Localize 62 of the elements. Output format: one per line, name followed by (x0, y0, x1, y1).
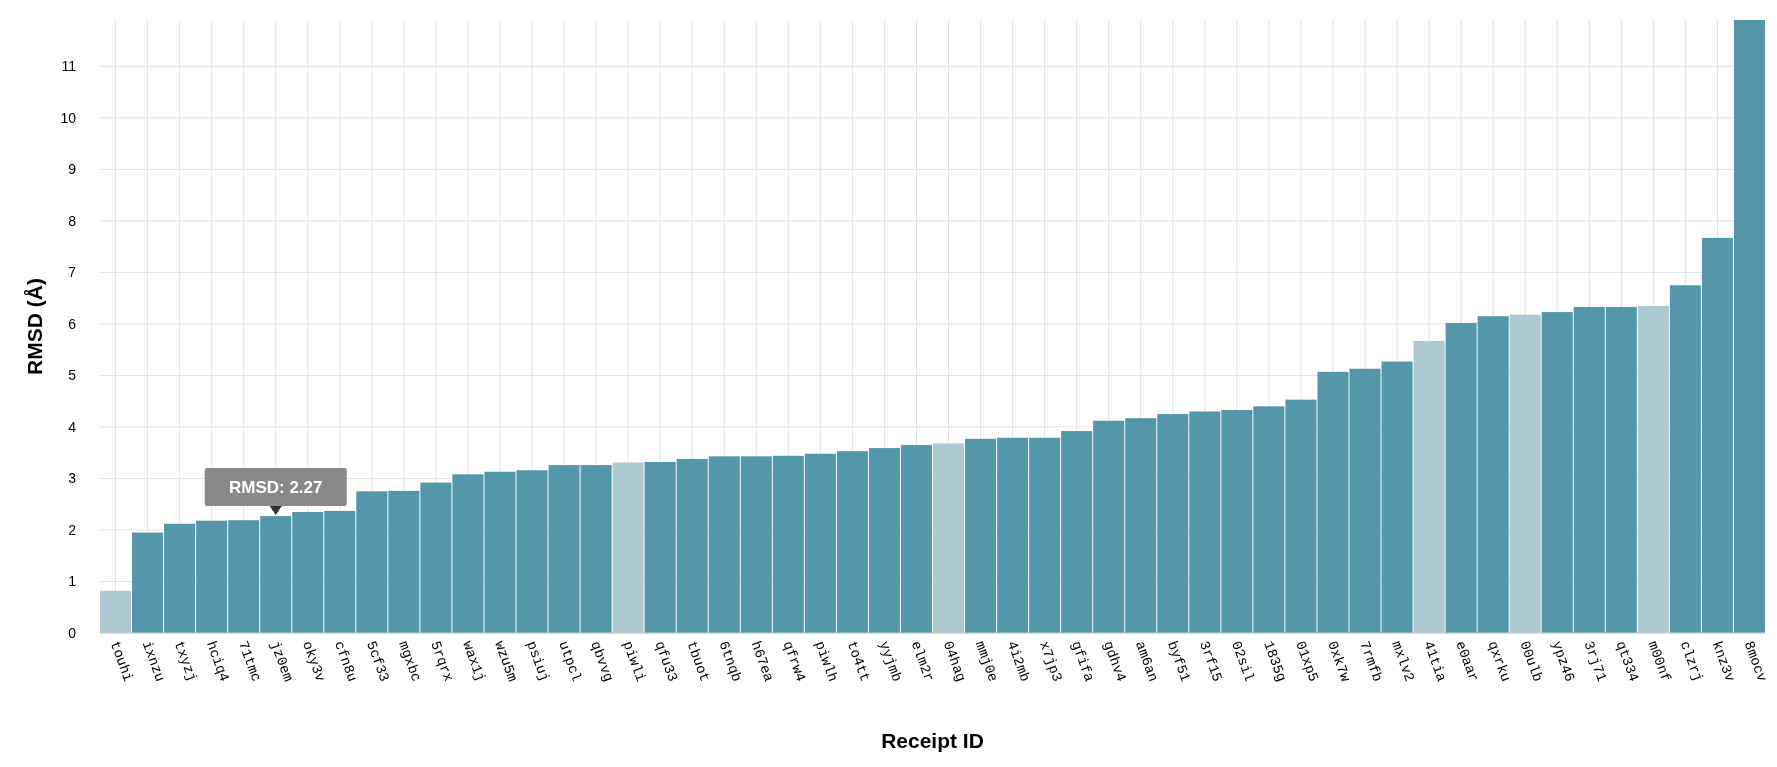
x-tick-label: 3rf15 (1196, 638, 1226, 684)
y-tick-label: 7 (68, 264, 77, 281)
x-tick-label: 3rj71 (1580, 638, 1610, 684)
x-tick-label: clzrj (1676, 638, 1707, 684)
x-tick-label: 04hag (939, 638, 970, 684)
x-tick-label: knz3v (1708, 638, 1739, 684)
x-tick-label: 41tia (1420, 638, 1450, 684)
bar (1509, 314, 1541, 633)
y-tick-label: 8 (68, 212, 77, 229)
x-tick-label: 4i2mb (1003, 638, 1034, 684)
x-tick-label: qxrku (1484, 638, 1514, 684)
bar (1413, 340, 1445, 633)
y-tick-label: 1 (68, 573, 77, 590)
annotation: RMSD: 2.27 (228, 478, 323, 498)
y-tick-label: 4 (68, 418, 77, 435)
x-tick-label: hciq4 (202, 638, 233, 684)
x-tick-label: mgxbc (395, 638, 425, 684)
y-tick-label: 6 (68, 315, 77, 332)
x-tick-label: mxlv2 (1388, 638, 1418, 684)
x-tick-label: ixnzu (138, 638, 169, 684)
x-tick-label: mmj0e (971, 638, 1002, 684)
x-axis-title: Receipt ID (881, 729, 984, 752)
x-tick-label: utpcl (555, 638, 585, 684)
y-tick-label: 5 (68, 367, 77, 384)
x-tick-label: wax1j (459, 638, 489, 684)
x-tick-label: oky3v (299, 638, 329, 684)
x-tick-label: elm2r (907, 638, 938, 684)
y-tick-label: 3 (68, 470, 77, 487)
x-tick-label: 0xk7w (1324, 638, 1354, 685)
bar (932, 443, 965, 633)
y-tick-label: 11 (61, 58, 77, 75)
x-tick-label: am6an (1131, 638, 1162, 684)
x-tick-label: 01xp5 (1292, 638, 1322, 684)
bar (612, 462, 644, 633)
x-tick-label: 1835g (1260, 638, 1290, 684)
x-tick-label: cfn8u (331, 638, 361, 684)
x-tick-label: 6tnqb (715, 638, 745, 684)
x-tick-label: wzu5m (491, 638, 521, 684)
x-tick-label: x7jp3 (1035, 638, 1066, 684)
x-tick-label: byf51 (1164, 638, 1194, 684)
y-tick-label: 0 (68, 624, 77, 641)
bar (1637, 305, 1669, 633)
x-tick-label: 5rqrx (427, 638, 457, 684)
x-tick-label: txyzj (170, 638, 201, 684)
x-tick-label: 02sil (1228, 638, 1258, 684)
y-tick-label: 2 (68, 521, 77, 538)
x-tick-label: qbvvg (587, 638, 617, 684)
x-tick-label: 5cf33 (363, 638, 393, 684)
x-tick-label: h67ea (747, 638, 777, 684)
x-tick-label: tbuot (683, 638, 713, 684)
x-tick-label: 7rmfb (1356, 638, 1386, 684)
x-tick-label: 8mocv (1740, 638, 1771, 684)
bar (100, 590, 132, 633)
x-tick-label: gfifa (1067, 638, 1098, 684)
x-tick-label: e0aar (1452, 638, 1482, 684)
x-tick-label: to4tt (843, 638, 874, 684)
y-tick-label: 10 (60, 109, 77, 126)
y-tick-label: 9 (68, 161, 77, 178)
x-tick-label: touhi (106, 638, 137, 684)
y-axis-title: RMSD (Å) (23, 278, 46, 375)
x-tick-label: 71tmc (234, 638, 265, 684)
x-tick-label: 00ulb (1516, 638, 1546, 684)
